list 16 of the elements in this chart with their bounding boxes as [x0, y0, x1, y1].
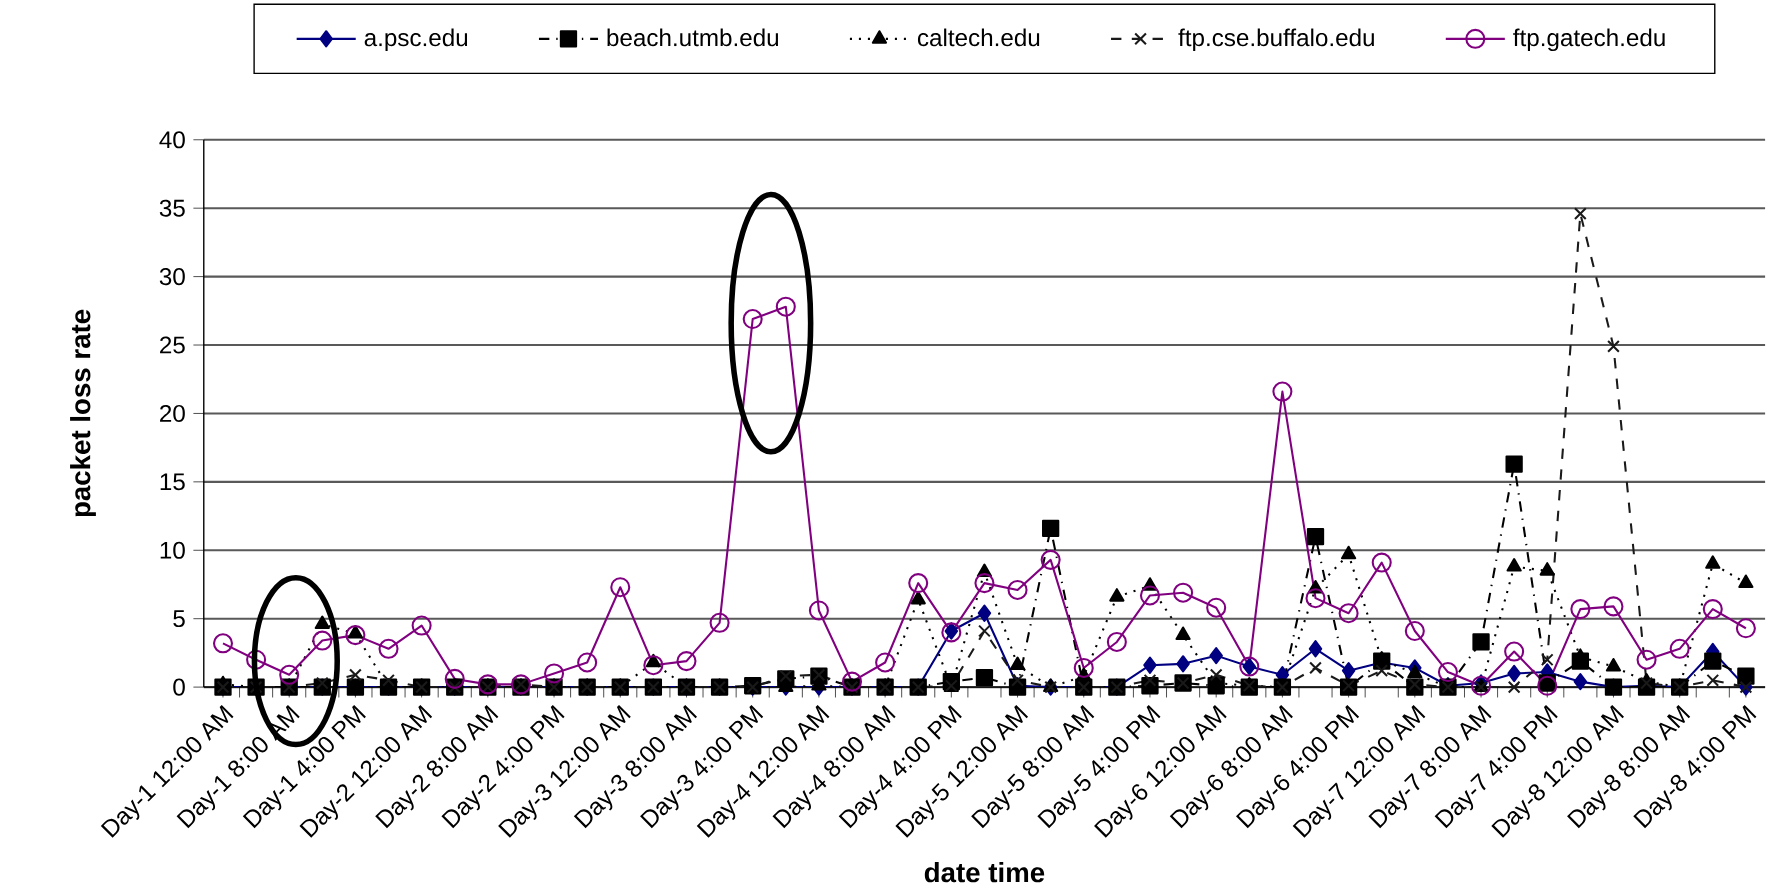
- y-tick-label: 35: [159, 199, 185, 217]
- legend-label: beach.utmb.edu: [607, 28, 779, 47]
- y-tick-label: 20: [160, 404, 185, 422]
- y-tick-label: 5: [173, 610, 185, 628]
- y-axis-title: packet loss rate: [70, 309, 96, 517]
- legend-label: ftp.gatech.edu: [1513, 28, 1665, 52]
- legend-label: ftp.cse.buffalo.edu: [1178, 28, 1374, 52]
- x-axis-title: date time: [924, 862, 1045, 883]
- y-tick-label: 30: [159, 268, 185, 286]
- legend-label: a.psc.edu: [364, 28, 468, 52]
- y-tick-label: 0: [173, 678, 185, 696]
- y-tick-label: 25: [160, 336, 185, 354]
- y-tick-label: 15: [160, 473, 185, 491]
- legend-label: caltech.edu: [917, 28, 1040, 47]
- y-tick-label: 10: [160, 541, 185, 559]
- y-tick-label: 40: [159, 131, 185, 149]
